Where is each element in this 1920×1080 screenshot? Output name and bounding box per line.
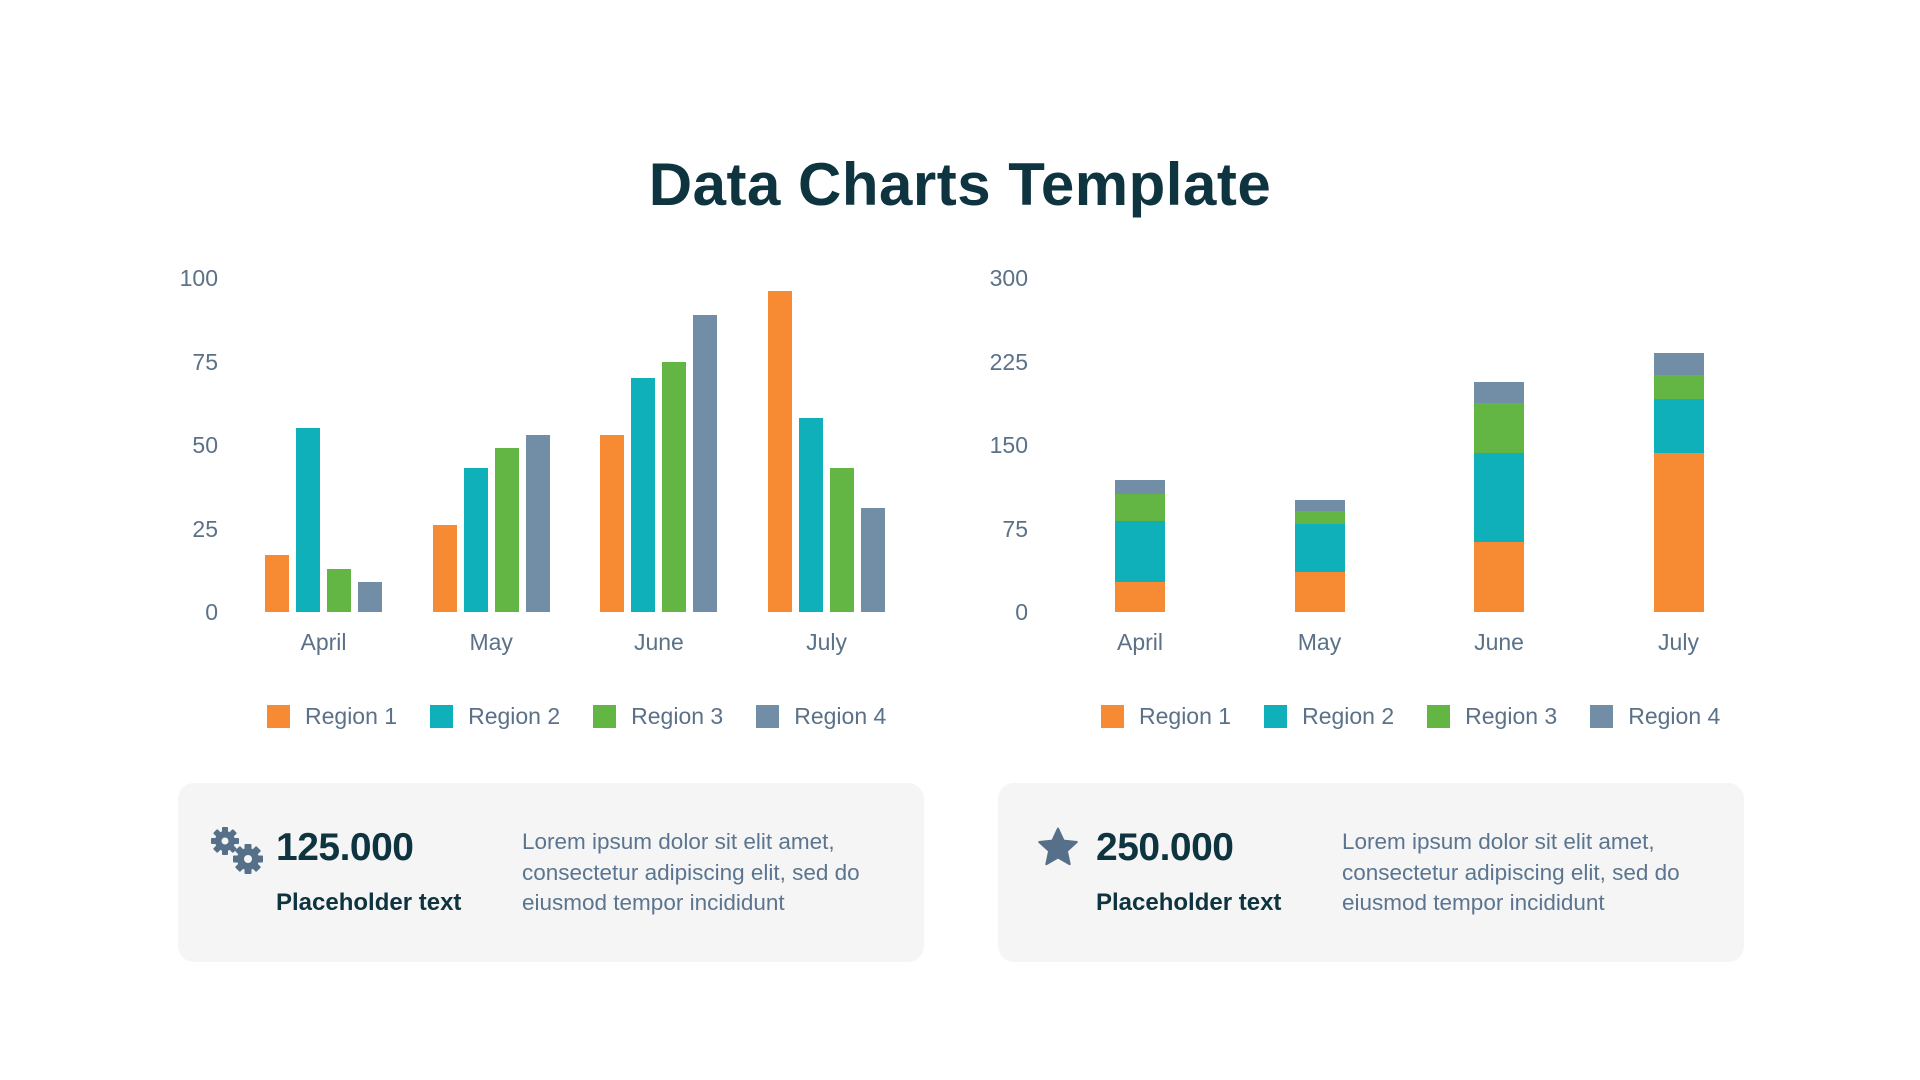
bar-july-region-3 — [1653, 374, 1704, 400]
x-axis-tick-label: April — [1116, 629, 1163, 655]
legend-item-region-4: Region 4 — [1590, 702, 1720, 730]
bar-july-region-3 — [830, 468, 855, 612]
legend-swatch — [1101, 704, 1124, 728]
y-axis-tick-label: 0 — [205, 599, 218, 625]
legend-item-region-1: Region 1 — [1101, 702, 1231, 730]
stat-label: Placeholder text — [1096, 889, 1282, 916]
legend-swatch — [1590, 704, 1614, 728]
bar-april-region-4 — [358, 581, 382, 612]
bar-april-region-3 — [327, 568, 351, 612]
x-axis-tick-label: April — [300, 629, 347, 655]
y-axis-tick-label: 25 — [192, 515, 218, 542]
stat-label: Placeholder text — [276, 889, 462, 916]
y-axis-tick-label: 300 — [989, 265, 1028, 291]
bar-april-region-1 — [265, 555, 289, 612]
bar-july-region-1 — [768, 291, 793, 612]
stat-card-1: 125.000 Placeholder text Lorem ipsum dol… — [178, 783, 924, 962]
bar-may-region-4 — [525, 434, 550, 612]
legend-label: Region 2 — [1302, 703, 1395, 729]
star-icon — [1037, 827, 1079, 872]
legend-item-region-1: Region 1 — [267, 702, 397, 730]
legend-swatch — [756, 704, 780, 728]
x-axis-tick-label: June — [633, 629, 684, 655]
legend-label: Region 3 — [631, 703, 724, 729]
y-axis-tick-label: 225 — [989, 348, 1028, 375]
stacked-bar-chart: 0 75 150 225 300 April May June July — [989, 265, 1704, 655]
bar-july-region-2 — [1653, 399, 1704, 453]
bar-april-region-3 — [1115, 493, 1165, 521]
bar-july-region-2 — [799, 418, 824, 612]
legend-item-region-4: Region 4 — [756, 702, 886, 730]
x-axis-tick-label: May — [1297, 629, 1342, 655]
grouped-bar-chart: 0 25 50 75 100 April May June July — [179, 265, 886, 655]
bar-june-region-1 — [1474, 541, 1524, 612]
bar-july-region-4 — [861, 508, 886, 612]
y-axis-tick-label: 75 — [192, 348, 218, 375]
bar-may-region-4 — [1294, 499, 1345, 511]
legend-item-region-2: Region 2 — [1264, 702, 1394, 730]
legend-item-region-3: Region 3 — [593, 702, 723, 730]
legend-label: Region 1 — [305, 703, 398, 729]
bar-june-region-4 — [1474, 381, 1524, 403]
bar-july-region-4 — [1653, 352, 1704, 375]
legend-label: Region 4 — [1628, 703, 1721, 729]
bar-june-region-2 — [631, 378, 656, 612]
bar-april-region-1 — [1115, 581, 1165, 612]
legend-swatch — [430, 704, 454, 728]
bar-june-region-3 — [1474, 402, 1524, 453]
legend-swatch — [1427, 704, 1451, 728]
bar-july-region-1 — [1653, 452, 1704, 612]
x-axis-tick-label: July — [806, 629, 848, 655]
stat-description: Lorem ipsum dolor sit elit amet, consect… — [1342, 829, 1680, 915]
bar-june-region-4 — [693, 314, 718, 612]
y-axis-tick-label: 0 — [1015, 599, 1028, 625]
legend-item-region-2: Region 2 — [430, 702, 560, 730]
bar-may-region-1 — [1294, 571, 1345, 612]
legend-swatch — [1264, 704, 1288, 728]
y-axis-tick-label: 75 — [1002, 515, 1028, 542]
bar-may-region-3 — [494, 448, 519, 612]
stacked-chart-legend: Region 1 Region 2 Region 3 Region 4 — [1101, 701, 1720, 731]
x-axis-tick-label: May — [469, 629, 513, 655]
x-axis-tick-label: June — [1474, 629, 1524, 655]
gears-icon — [211, 827, 265, 880]
stat-value: 250.000 — [1096, 826, 1234, 869]
y-axis-tick-label: 50 — [192, 432, 218, 458]
legend-item-region-3: Region 3 — [1427, 702, 1557, 730]
bar-april-region-2 — [296, 428, 320, 612]
legend-swatch — [267, 704, 290, 728]
y-axis-tick-label: 100 — [179, 265, 218, 291]
bar-may-region-1 — [432, 525, 457, 612]
bar-june-region-1 — [600, 434, 625, 612]
y-axis-tick-label: 150 — [989, 432, 1028, 458]
page-title: Data Charts Template — [648, 151, 1272, 218]
legend-label: Region 3 — [1465, 703, 1558, 729]
stat-value: 125.000 — [276, 826, 414, 869]
grouped-chart-legend: Region 1 Region 2 Region 3 Region 4 — [267, 701, 886, 731]
x-axis-tick-label: July — [1658, 629, 1699, 655]
bar-june-region-3 — [662, 361, 687, 612]
bar-may-region-2 — [463, 468, 488, 612]
bar-april-region-2 — [1115, 520, 1165, 582]
legend-label: Region 2 — [468, 703, 561, 729]
stat-description: Lorem ipsum dolor sit elit amet, consect… — [522, 829, 860, 915]
stat-card-2: 250.000 Placeholder text Lorem ipsum dol… — [998, 783, 1744, 962]
bar-may-region-3 — [1294, 510, 1345, 525]
bar-april-region-4 — [1115, 479, 1165, 494]
bar-may-region-2 — [1294, 524, 1345, 572]
legend-swatch — [593, 704, 617, 728]
bar-june-region-2 — [1474, 452, 1524, 542]
legend-label: Region 1 — [1139, 703, 1232, 729]
legend-label: Region 4 — [794, 703, 887, 729]
